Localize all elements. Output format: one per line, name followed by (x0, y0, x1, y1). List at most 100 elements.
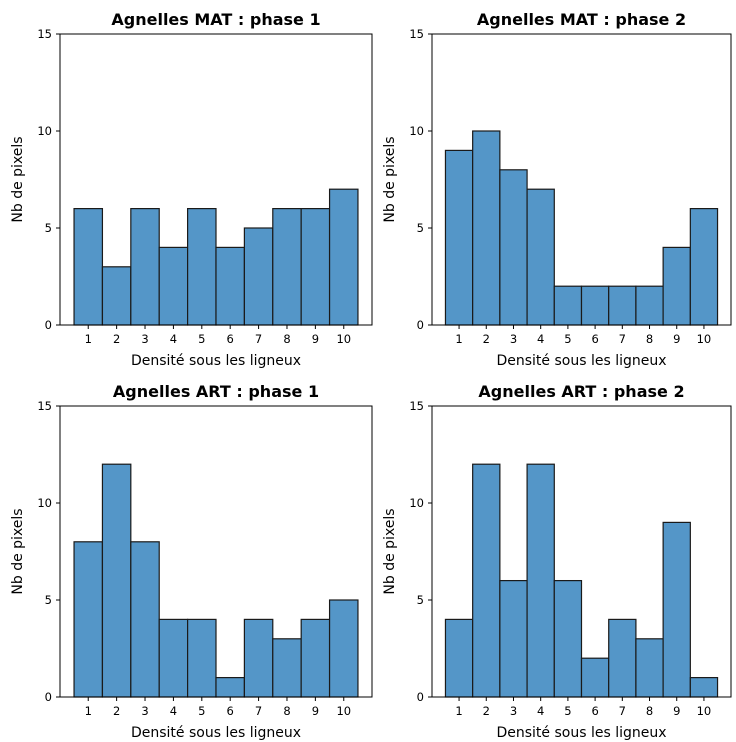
y-ticks: 0 5 10 15 (37, 399, 60, 704)
bar (272, 638, 302, 698)
x-tick-label: 7 (619, 704, 626, 718)
x-tick-label: 1 (455, 332, 462, 346)
y-tick-label: 5 (45, 221, 52, 235)
x-tick-label: 9 (673, 332, 680, 346)
y-tick-label: 10 (37, 496, 52, 510)
plot-frame (431, 405, 732, 698)
panel-mat-phase-1: Agnelles MAT : phase 1 Densité sous les … (10, 10, 373, 369)
x-tick-label: 6 (227, 332, 234, 346)
bar (444, 618, 474, 698)
bar (662, 246, 691, 326)
y-tick-label: 10 (37, 124, 52, 138)
panel-art-phase-2: Agnelles ART : phase 2 Densité sous les … (382, 382, 732, 741)
y-axis-label: Nb de pixels (10, 136, 26, 222)
y-tick-label: 0 (45, 318, 52, 332)
bar (187, 208, 217, 326)
x-tick-label: 6 (227, 704, 234, 718)
bar (73, 541, 104, 698)
bar (553, 285, 583, 326)
panel-art-phase-1: Agnelles ART : phase 1 Densité sous les … (10, 382, 373, 741)
bar (608, 285, 637, 326)
bar (580, 285, 610, 326)
x-tick-label: 5 (198, 332, 205, 346)
x-tick-label: 3 (141, 332, 148, 346)
bar (272, 208, 302, 326)
x-tick-label: 10 (697, 704, 712, 718)
y-ticks: 0 5 10 15 (37, 27, 60, 332)
bar (635, 638, 664, 698)
x-tick-label: 3 (510, 332, 517, 346)
bar (101, 463, 132, 698)
bar (553, 579, 583, 698)
bar (472, 463, 501, 698)
x-tick-label: 4 (170, 332, 177, 346)
y-tick-label: 15 (409, 27, 424, 41)
y-tick-label: 0 (417, 318, 424, 332)
x-tick-label: 9 (673, 704, 680, 718)
x-tick-label: 7 (255, 332, 262, 346)
bar (526, 463, 555, 698)
x-tick-label: 8 (646, 332, 653, 346)
x-ticks: 1 2 3 4 5 6 7 8 9 10 (85, 325, 351, 346)
x-tick-label: 1 (85, 332, 92, 346)
x-tick-label: 8 (283, 332, 290, 346)
bar (499, 169, 528, 326)
x-tick-label: 4 (537, 332, 544, 346)
bar (499, 579, 528, 698)
x-tick-label: 2 (113, 332, 120, 346)
x-tick-label: 8 (646, 704, 653, 718)
x-axis-label: Densité sous les ligneux (131, 353, 301, 369)
chart-title: Agnelles ART : phase 1 (113, 382, 319, 401)
x-tick-label: 2 (483, 332, 490, 346)
bar (526, 188, 555, 326)
bars (444, 463, 719, 698)
bar (158, 246, 189, 326)
x-tick-label: 3 (141, 704, 148, 718)
x-tick-label: 10 (336, 332, 351, 346)
bars (73, 188, 359, 326)
x-tick-label: 9 (312, 704, 319, 718)
plot-frame (431, 33, 732, 326)
bar (101, 266, 132, 326)
y-axis-label: Nb de pixels (382, 136, 398, 222)
y-tick-label: 0 (45, 690, 52, 704)
x-axis-label: Densité sous les ligneux (131, 725, 301, 741)
x-axis-label: Densité sous les ligneux (496, 725, 666, 741)
y-tick-label: 15 (37, 27, 52, 41)
x-tick-label: 4 (537, 704, 544, 718)
bar (243, 618, 274, 698)
x-tick-label: 9 (312, 332, 319, 346)
bar (215, 246, 245, 326)
x-tick-label: 7 (619, 332, 626, 346)
x-axis-label: Densité sous les ligneux (496, 353, 666, 369)
bar (130, 541, 160, 698)
bar (689, 208, 719, 326)
x-tick-label: 2 (483, 704, 490, 718)
y-ticks: 0 5 10 15 (409, 27, 432, 332)
y-ticks: 0 5 10 15 (409, 399, 432, 704)
bar (328, 188, 359, 326)
plot-frame (59, 405, 373, 698)
x-tick-label: 6 (591, 332, 598, 346)
y-tick-label: 15 (37, 399, 52, 413)
bar (635, 285, 664, 326)
x-tick-label: 8 (283, 704, 290, 718)
bar (580, 657, 610, 698)
bars (444, 130, 719, 326)
x-tick-label: 10 (697, 332, 712, 346)
y-tick-label: 0 (417, 690, 424, 704)
x-ticks: 1 2 3 4 5 6 7 8 9 10 (455, 697, 711, 718)
chart-title: Agnelles MAT : phase 2 (477, 10, 686, 29)
y-tick-label: 5 (45, 593, 52, 607)
y-tick-label: 10 (409, 496, 424, 510)
x-tick-label: 3 (510, 704, 517, 718)
x-tick-label: 6 (591, 704, 598, 718)
x-tick-label: 5 (198, 704, 205, 718)
bar (608, 618, 637, 698)
y-tick-label: 10 (409, 124, 424, 138)
bar (300, 618, 331, 698)
x-tick-label: 2 (113, 704, 120, 718)
bar (158, 618, 189, 698)
bars (73, 463, 359, 698)
